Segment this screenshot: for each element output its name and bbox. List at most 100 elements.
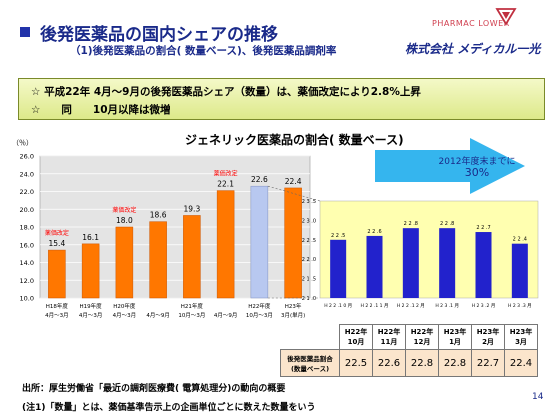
table-cell: 22.6 xyxy=(372,349,406,377)
detail-data-label: 2 2 .6 xyxy=(367,229,381,235)
detail-y-tick-label: 2 1 .5 xyxy=(302,277,316,283)
main-x-tick-label: H20年度 xyxy=(113,302,136,310)
detail-x-tick-label: H 2 3 .3 月 xyxy=(508,303,532,309)
main-data-label: 15.4 xyxy=(49,239,66,248)
table-header-cell: H23年 2月 xyxy=(471,324,505,350)
table-cell: 22.8 xyxy=(405,349,439,377)
main-x-tick-sublabel: 3月(単月) xyxy=(281,311,305,319)
detail-data-label: 2 2 .7 xyxy=(476,225,490,231)
table-cell: 22.8 xyxy=(438,349,472,377)
detail-y-tick-label: 2 2 .0 xyxy=(302,257,316,263)
detail-bar xyxy=(511,243,528,298)
table-cell: 22.4 xyxy=(504,349,538,377)
main-y-axis-label: （％） xyxy=(12,139,33,147)
detail-plot-area xyxy=(319,200,539,299)
table-header-cell: H23年 3月 xyxy=(504,324,538,350)
table-corner xyxy=(280,324,340,350)
detail-x-tick-label: H 2 3 .2 月 xyxy=(472,303,496,309)
main-x-tick-sublabel: 4月～3月 xyxy=(79,312,103,319)
notice-line-1: ☆ 平成22年 4月～9月の後発医薬品シェア（数量）は、薬価改定により2.8%上… xyxy=(31,86,421,98)
main-bar xyxy=(48,249,66,299)
notice-line-2: ☆ 同 10月以降は微増 xyxy=(31,104,171,116)
detail-bar xyxy=(439,228,456,298)
main-data-label: 18.0 xyxy=(116,216,133,225)
detail-y-tick-label: 2 3 .5 xyxy=(302,199,316,205)
main-data-label: 16.1 xyxy=(82,233,99,242)
price-revision-annotation: 薬価改定 xyxy=(214,170,238,178)
detail-data-label: 2 2 .4 xyxy=(513,237,527,243)
main-x-tick-sublabel: 4月～3月 xyxy=(45,312,69,319)
table-header-cell: H22年 11月 xyxy=(372,324,406,350)
target-label: 2012年度末までに xyxy=(438,157,516,167)
detail-x-tick-label: H 2 2 .1 2 月 xyxy=(397,303,425,309)
company-name: 株式会社 メディカル一光 xyxy=(405,42,541,56)
main-x-tick-label: H19年度 xyxy=(80,302,103,310)
logo-text: PHARMAC LOWER xyxy=(432,19,510,28)
table-header-cell: H22年 12月 xyxy=(405,324,439,350)
main-y-tick-label: 12.0 xyxy=(20,277,34,285)
detail-x-tick-label: H 2 2 .1 1 月 xyxy=(361,303,389,309)
footnote: (注1)「数量」とは、薬価基準告示上の企画単位ごとに数えた数量をいう xyxy=(22,403,316,413)
main-bar xyxy=(250,185,269,299)
main-data-label: 22.6 xyxy=(251,175,268,184)
detail-data-label: 2 2 .8 xyxy=(404,221,418,227)
detail-bar xyxy=(475,232,492,298)
price-revision-annotation: 薬価改定 xyxy=(112,206,136,214)
source-note: 出所：厚生労働省「最近の調剤医療費( 電算処理分)の動向の概要 xyxy=(22,384,286,394)
main-y-tick-label: 10.0 xyxy=(20,295,34,303)
main-x-tick-label: H21年度 xyxy=(181,302,204,310)
table-header-cell: H22年 10月 xyxy=(339,324,373,350)
table-header-cell: H23年 1月 xyxy=(438,324,472,350)
table-cell: 22.7 xyxy=(471,349,505,377)
detail-x-tick-label: H 2 3 .1 月 xyxy=(435,303,459,309)
main-bar xyxy=(81,243,100,299)
detail-data-label: 2 2 .8 xyxy=(440,221,454,227)
main-y-tick-label: 24.0 xyxy=(20,170,34,178)
main-bar xyxy=(216,190,235,299)
detail-y-tick-label: 2 2 .5 xyxy=(302,238,316,244)
price-revision-annotation: 薬価改定 xyxy=(45,229,69,237)
page-title: 後発医薬品の国内シェアの推移 xyxy=(40,25,278,45)
main-data-label: 19.3 xyxy=(184,204,201,213)
main-x-tick-sublabel: 10月～3月 xyxy=(178,312,205,319)
main-y-tick-label: 22.0 xyxy=(20,188,34,196)
detail-bar xyxy=(402,228,419,298)
table-row-label: 後発医薬品割合 (数量ベース) xyxy=(280,349,340,377)
monthly-share-table: H22年 10月 H22年 11月 H22年 12月 H23年 1月 H23年 2月 H2… xyxy=(280,324,538,377)
main-data-label: 22.1 xyxy=(217,180,234,189)
chart-title: ジェネリック医薬品の割合( 数量ベース) xyxy=(185,133,404,147)
page-number: 14 xyxy=(532,392,544,402)
main-data-label: 22.4 xyxy=(285,177,302,186)
main-x-tick-label: H22年度 xyxy=(248,302,271,310)
table-value-row: 後発医薬品割合 (数量ベース) 22.5 22.6 22.8 22.8 22.7 … xyxy=(280,349,538,377)
main-bar xyxy=(183,215,201,299)
detail-data-label: 2 2 .5 xyxy=(331,233,345,239)
page-subtitle: （1)後発医薬品の割合( 数量ベース)、後発医薬品調剤率 xyxy=(70,45,337,57)
main-y-tick-label: 26.0 xyxy=(20,153,34,161)
main-y-tick-label: 14.0 xyxy=(20,259,34,267)
detail-bar xyxy=(330,239,347,298)
main-y-tick-label: 16.0 xyxy=(20,241,34,249)
main-x-tick-sublabel: 4月～9月 xyxy=(214,312,238,319)
logo-flower-icon xyxy=(495,8,517,26)
target-value: 30% xyxy=(464,166,490,179)
table-cell: 22.5 xyxy=(339,349,373,377)
main-x-tick-label: H23年 xyxy=(285,302,302,310)
main-bar xyxy=(115,226,134,299)
main-x-tick-label: H18年度 xyxy=(46,302,69,310)
main-bar xyxy=(149,221,167,299)
table-header-row: H22年 10月 H22年 11月 H22年 12月 H23年 1月 H23年 2月 H2… xyxy=(280,324,538,350)
main-data-label: 18.6 xyxy=(150,211,167,220)
main-x-tick-sublabel: 4月～9月 xyxy=(146,312,170,319)
detail-y-tick-label: 2 1 .0 xyxy=(302,296,316,302)
detail-bar xyxy=(366,235,383,298)
main-y-tick-label: 18.0 xyxy=(20,224,34,232)
detail-y-tick-label: 2 3 .0 xyxy=(302,218,316,224)
main-y-tick-label: 20.0 xyxy=(20,206,34,214)
title-bullet xyxy=(20,27,30,37)
detail-x-tick-label: H 2 2 .1 0 月 xyxy=(324,303,352,309)
main-bar xyxy=(284,187,302,299)
notice-box: ☆ 平成22年 4月～9月の後発医薬品シェア（数量）は、薬価改定により2.8%上… xyxy=(18,78,545,120)
